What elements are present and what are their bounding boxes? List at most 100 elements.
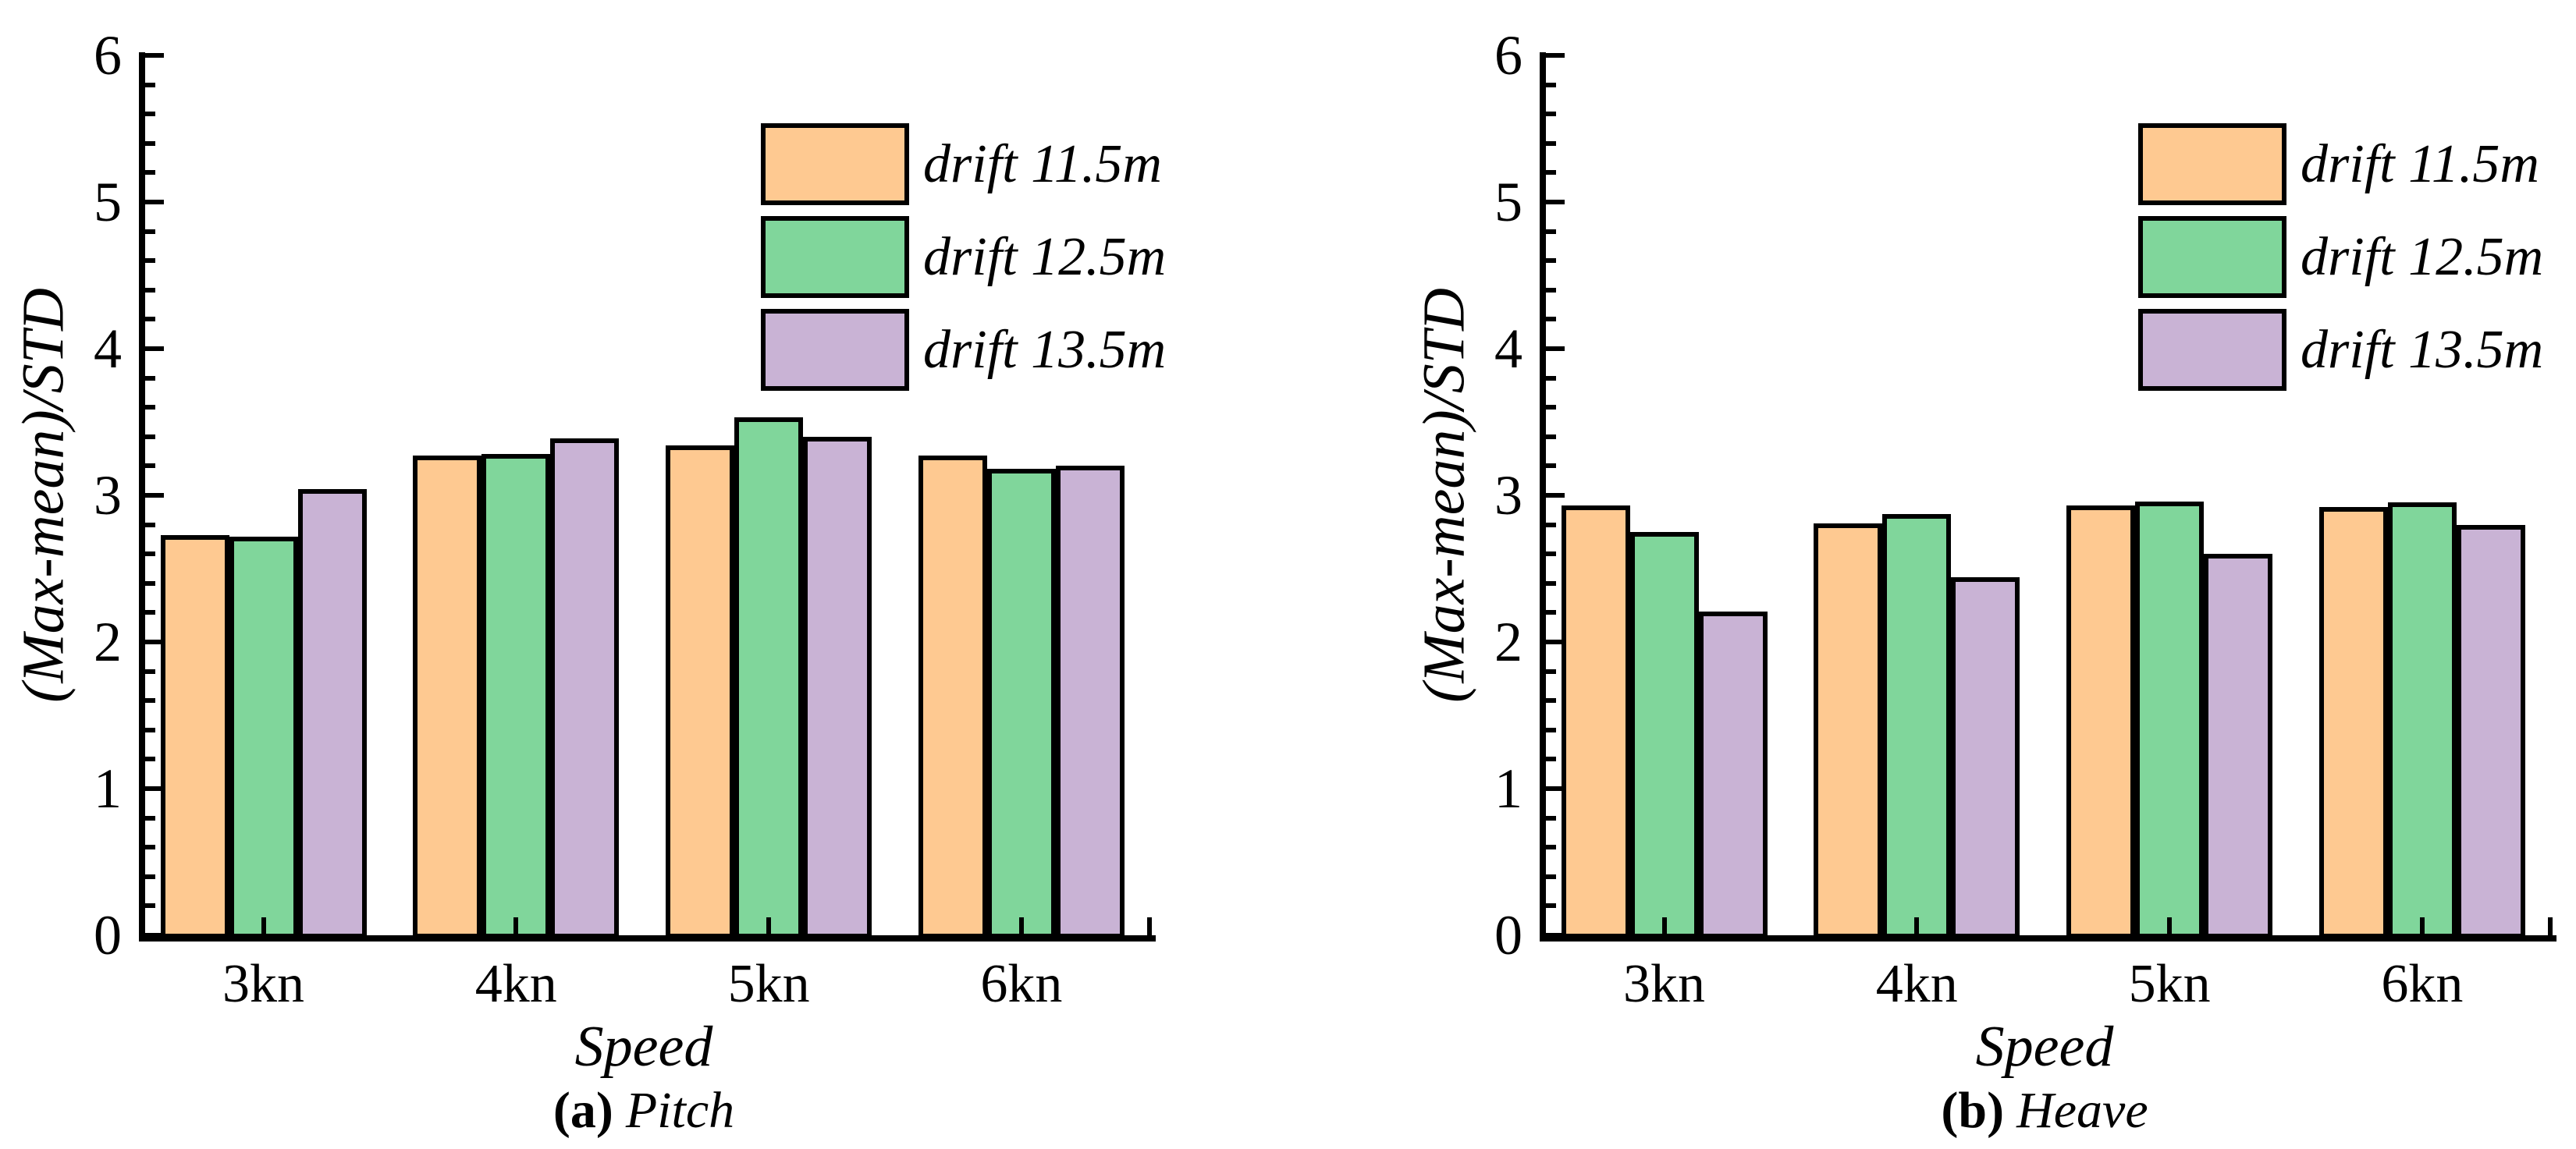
bar: [481, 454, 551, 938]
x-axis-end-tick: [2548, 917, 2553, 935]
y-minor-tick: [145, 757, 155, 762]
x-tick: [1914, 917, 1920, 935]
y-minor-tick: [145, 610, 155, 615]
x-axis-title: Speed: [574, 1015, 713, 1079]
x-category-label: 6kn: [980, 954, 1063, 1014]
legend-swatch: [761, 123, 909, 205]
bar: [229, 536, 298, 938]
y-minor-tick: [1546, 463, 1556, 469]
x-category-label: 3kn: [222, 954, 304, 1014]
y-tick-label: 3: [94, 464, 122, 527]
y-major-tick: [145, 933, 164, 938]
y-major-tick: [1546, 493, 1565, 498]
bar: [986, 469, 1056, 938]
bar: [550, 438, 620, 938]
x-tick: [2419, 917, 2425, 935]
bar: [2066, 505, 2136, 938]
y-major-tick: [1546, 640, 1565, 644]
y-minor-tick: [1546, 610, 1556, 615]
legend-label: drift 12.5m: [923, 227, 1167, 287]
y-minor-tick: [145, 551, 155, 557]
y-minor-tick: [145, 698, 155, 704]
y-minor-tick: [145, 668, 155, 674]
y-minor-tick: [1546, 258, 1556, 264]
panel-caption: (b) Heave: [1693, 1081, 2396, 1140]
y-major-tick: [145, 346, 164, 351]
x-category-label: 4kn: [1875, 954, 1958, 1014]
y-tick-label: 1: [1494, 757, 1523, 820]
y-minor-tick: [1546, 522, 1556, 527]
y-minor-tick: [1546, 815, 1556, 821]
y-minor-tick: [145, 317, 155, 322]
y-tick-label: 2: [1494, 611, 1523, 673]
y-minor-tick: [145, 522, 155, 527]
bar: [666, 445, 735, 938]
y-minor-tick: [145, 405, 155, 410]
y-tick-label: 4: [94, 317, 122, 380]
x-tick: [2167, 917, 2173, 935]
bar: [2204, 554, 2273, 938]
legend-label: drift 13.5m: [923, 320, 1167, 380]
y-minor-tick: [145, 815, 155, 821]
caption-title: Pitch: [625, 1082, 735, 1139]
bar: [1698, 611, 1768, 938]
x-category-label: 5kn: [2128, 954, 2211, 1014]
x-axis-end-tick: [1147, 917, 1152, 935]
y-minor-tick: [145, 434, 155, 439]
y-minor-tick: [145, 229, 155, 234]
y-minor-tick: [145, 375, 155, 381]
y-minor-tick: [1546, 82, 1556, 87]
x-tick: [513, 917, 519, 935]
y-minor-tick: [1546, 317, 1556, 322]
x-tick: [1018, 917, 1024, 935]
y-minor-tick: [1546, 140, 1556, 146]
legend-swatch: [2138, 123, 2286, 205]
y-tick-label: 6: [1494, 24, 1523, 87]
bar: [918, 456, 987, 938]
y-minor-tick: [1546, 580, 1556, 586]
y-tick-label: 6: [94, 24, 122, 87]
y-minor-tick: [1546, 112, 1556, 117]
y-axis-line: [1540, 52, 1546, 942]
y-minor-tick: [145, 580, 155, 586]
x-category-label: 4kn: [474, 954, 557, 1014]
y-major-tick: [145, 200, 164, 204]
y-tick-label: 0: [94, 904, 122, 966]
caption-label: (a): [553, 1082, 613, 1139]
y-tick-label: 2: [94, 611, 122, 673]
x-axis-line: [139, 935, 1156, 942]
y-tick-label: 3: [1494, 464, 1523, 527]
bar: [734, 417, 804, 938]
y-axis-line: [139, 52, 145, 942]
y-major-tick: [145, 493, 164, 498]
y-tick-label: 1: [94, 757, 122, 820]
legend-label: drift 13.5m: [2301, 320, 2544, 380]
legend-label: drift 12.5m: [2301, 227, 2544, 287]
bar: [1629, 532, 1699, 938]
x-category-label: 5kn: [727, 954, 810, 1014]
y-major-tick: [1546, 786, 1565, 791]
y-major-tick: [1546, 200, 1565, 204]
bar: [1814, 523, 1883, 938]
y-minor-tick: [1546, 551, 1556, 557]
y-minor-tick: [1546, 698, 1556, 704]
y-minor-tick: [1546, 757, 1556, 762]
y-minor-tick: [1546, 727, 1556, 732]
bar: [1882, 514, 1952, 938]
y-minor-tick: [1546, 903, 1556, 909]
caption-label: (b): [1941, 1082, 2005, 1139]
legend-swatch: [2138, 216, 2286, 298]
x-axis-line: [1540, 935, 2556, 942]
y-minor-tick: [145, 903, 155, 909]
legend-label: drift 11.5m: [923, 134, 1162, 194]
y-minor-tick: [145, 727, 155, 732]
legend-swatch: [2138, 309, 2286, 391]
y-major-tick: [145, 640, 164, 644]
bar: [413, 456, 482, 938]
y-minor-tick: [145, 258, 155, 264]
y-minor-tick: [1546, 845, 1556, 850]
y-major-tick: [1546, 53, 1565, 58]
y-tick-label: 4: [1494, 317, 1523, 380]
